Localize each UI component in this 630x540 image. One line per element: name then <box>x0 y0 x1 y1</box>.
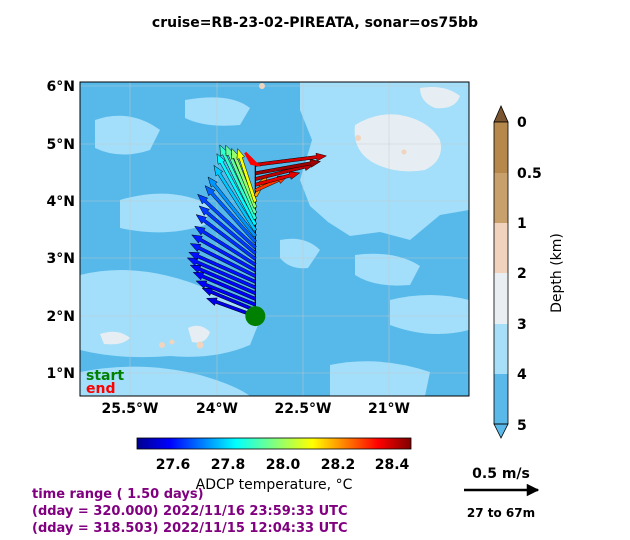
dday-end-line: (dday = 320.000) 2022/11/16 23:59:33 UTC <box>32 504 348 519</box>
velocity-vector <box>197 193 257 250</box>
velocity-vector <box>195 280 257 307</box>
lat-label: 6°N <box>47 79 75 95</box>
map-frame <box>79 81 470 397</box>
bathymetry <box>80 82 469 396</box>
lat-label: 5°N <box>47 137 75 153</box>
velocity-vector <box>198 205 257 255</box>
depth-band <box>494 173 508 223</box>
lon-labels: 25.5°W 24°W 22.5°W 21°W <box>102 401 410 417</box>
velocity-vector <box>186 257 257 290</box>
temperature-tick: 28.0 <box>266 457 301 473</box>
temperature-tick: 27.8 <box>211 457 246 473</box>
depth-band <box>494 122 508 173</box>
depth-colorbar: 0 0.5 1 2 3 4 5 Depth (km) <box>493 105 565 439</box>
lat-labels: 6°N 5°N 4°N 3°N 2°N 1°N <box>47 79 75 382</box>
depth-tick: 4 <box>517 367 527 383</box>
velocity-vector <box>191 234 257 273</box>
depth-tick: 0.5 <box>517 166 542 182</box>
depth-tick: 3 <box>517 317 527 333</box>
seamount-highlights <box>159 83 407 349</box>
lat-label: 3°N <box>47 251 75 267</box>
temperature-tick: 28.2 <box>321 457 356 473</box>
lon-label: 24°W <box>196 401 238 417</box>
velocity-vector <box>254 171 301 187</box>
shallow-patches <box>100 87 460 345</box>
velocity-vectors <box>186 144 328 318</box>
end-marker <box>244 151 261 167</box>
velocity-vector <box>189 243 257 278</box>
temperature-colorbar: 27.6 27.8 28.0 28.2 28.4 ADCP temperatur… <box>136 437 412 493</box>
depth-tick: 1 <box>517 216 527 232</box>
depth-band <box>494 374 508 424</box>
map-panel: 6°N 5°N 4°N 3°N 2°N 1°N 25.5°W 24°W 22.5… <box>47 79 470 417</box>
velocity-vector <box>188 251 257 284</box>
velocity-vector <box>254 152 328 167</box>
temperature-tick: 28.4 <box>375 457 410 473</box>
scale-depth-label: 27 to 67m <box>467 506 535 520</box>
scale-speed-label: 0.5 m/s <box>472 466 530 482</box>
velocity-vector <box>194 225 257 267</box>
lon-label: 22.5°W <box>275 401 332 417</box>
depth-band <box>494 324 508 374</box>
lat-label: 4°N <box>47 194 75 210</box>
temperature-gradient <box>136 437 412 450</box>
figure-title: cruise=RB-23-02-PIREATA, sonar=os75bb <box>152 15 478 31</box>
end-legend-label: end <box>86 381 115 397</box>
depth-ticks: 0 0.5 1 2 3 4 5 <box>517 115 542 434</box>
lon-label: 25.5°W <box>102 401 159 417</box>
temperature-tick: 27.6 <box>156 457 191 473</box>
time-range-info: time range ( 1.50 days) (dday = 320.000) … <box>32 486 348 537</box>
map-grid <box>80 82 469 396</box>
velocity-vector <box>213 164 258 232</box>
velocity-vector <box>189 264 257 296</box>
depth-colorbar-frame <box>493 121 509 425</box>
lat-label: 2°N <box>47 309 75 325</box>
velocity-vector <box>236 147 258 203</box>
velocity-vector <box>192 272 257 301</box>
scale-key: 0.5 m/s 27 to 67m <box>464 466 540 520</box>
velocity-vector <box>207 176 257 238</box>
velocity-vector <box>254 159 322 176</box>
start-legend-label: start <box>86 368 124 384</box>
velocity-vector <box>204 185 257 244</box>
velocity-vector <box>195 214 257 261</box>
lat-label: 1°N <box>47 366 75 382</box>
lon-label: 21°W <box>368 401 410 417</box>
depth-colorbar-top-extend <box>493 105 509 123</box>
time-range-line: time range ( 1.50 days) <box>32 487 204 502</box>
dday-start-line: (dday = 318.503) 2022/11/15 12:04:33 UTC <box>32 521 348 536</box>
depth-colorbar-bottom-extend <box>493 423 509 439</box>
depth-tick: 2 <box>517 266 527 282</box>
start-marker <box>245 306 266 327</box>
depth-colorbar-label: Depth (km) <box>549 233 565 313</box>
depth-band <box>494 273 508 324</box>
depth-band <box>494 223 508 273</box>
velocity-vector <box>201 287 257 313</box>
depth-tick: 5 <box>517 418 527 434</box>
velocity-vector <box>216 153 258 226</box>
temperature-ticks: 27.6 27.8 28.0 28.2 28.4 <box>156 457 410 473</box>
temperature-colorbar-label: ADCP temperature, °C <box>196 477 353 493</box>
depth-tick: 0 <box>517 115 527 131</box>
